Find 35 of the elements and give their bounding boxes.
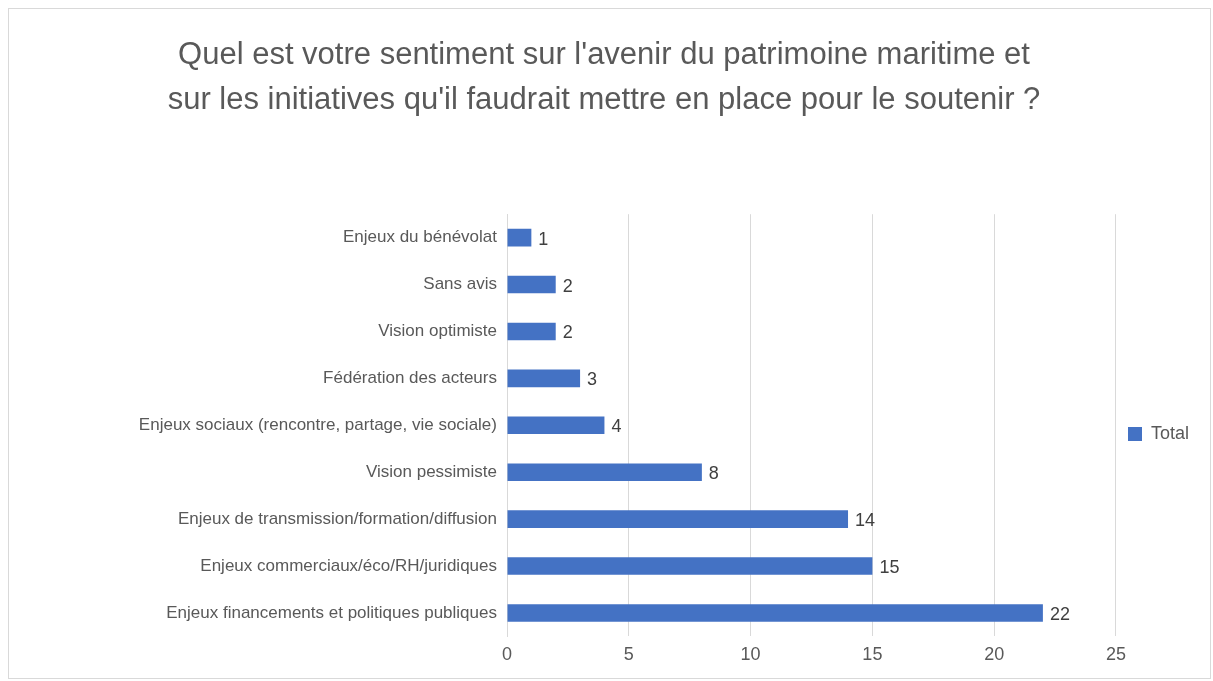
y-tick-label: Enjeux de transmission/formation/diffusion xyxy=(177,508,497,528)
x-tick-label: 25 xyxy=(1105,644,1126,665)
bar xyxy=(507,604,1043,622)
x-tick-label: 0 xyxy=(501,644,513,665)
y-tick-label: Enjeux sociaux (rencontre, partage, vie sociale) xyxy=(138,414,497,434)
data-label: 8 xyxy=(708,463,719,484)
legend-label: Total xyxy=(1150,422,1190,443)
y-tick-label: Enjeux financements et politiques publiques xyxy=(166,602,497,622)
y-tick-label: Sans avis xyxy=(423,274,497,294)
x-tick-label: 10 xyxy=(740,644,761,665)
bar xyxy=(507,322,556,341)
y-tick-label: Vision pessimiste xyxy=(365,461,497,481)
y-tick-label: Vision optimiste xyxy=(378,321,497,341)
data-label: 14 xyxy=(855,510,876,531)
x-tick-label: 15 xyxy=(862,644,883,665)
bar xyxy=(507,510,849,528)
y-tick-label: Enjeux commerciaux/éco/RH/juridiques xyxy=(200,555,497,575)
data-label: 15 xyxy=(879,557,900,577)
data-label: 2 xyxy=(562,322,573,343)
data-label: 3 xyxy=(587,369,598,390)
bar xyxy=(507,463,702,482)
bar xyxy=(507,228,532,247)
data-label: 2 xyxy=(562,275,573,296)
y-tick-label: Fédération des acteurs xyxy=(323,368,497,388)
bar xyxy=(507,275,556,294)
x-tick-label: 5 xyxy=(623,644,634,665)
data-label: 22 xyxy=(1049,603,1070,624)
bar xyxy=(507,416,605,435)
data-label: 1 xyxy=(538,228,549,249)
bar xyxy=(507,557,873,575)
data-label: 4 xyxy=(611,416,622,437)
y-tick-label: Enjeux du bénévolat xyxy=(342,227,498,247)
bar xyxy=(507,369,581,388)
x-tick-label: 20 xyxy=(984,644,1005,665)
chart-title: Quel est votre sentiment sur l'avenir du patrimoine maritime et sur les initiatives qu'il faudrait mettre en place pour le soutenir ? xyxy=(166,35,1042,118)
